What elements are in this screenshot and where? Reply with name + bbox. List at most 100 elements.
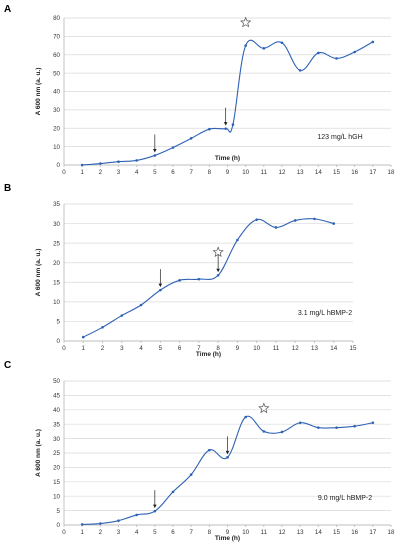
data-point [224, 127, 227, 130]
x-tick-label: 18 [388, 529, 395, 536]
arrow-head [153, 504, 157, 509]
x-tick-label: 10 [242, 529, 249, 536]
condition-annotation: 9.0 mg/L hBMP-2 [318, 495, 372, 502]
y-tick-label: 40 [53, 89, 60, 96]
x-tick-label: 15 [350, 345, 357, 352]
series-line [82, 415, 373, 525]
x-axis-label: Time (h) [196, 351, 221, 358]
data-point [178, 279, 181, 282]
y-tick-label: 35 [53, 201, 60, 208]
x-axis-label: Time (h) [215, 535, 240, 542]
data-point [371, 40, 375, 44]
x-tick-label: 9 [226, 169, 230, 176]
x-tick-label: 11 [261, 169, 268, 176]
y-tick-label: 20 [53, 125, 60, 132]
x-tick-label: 9 [226, 529, 230, 536]
data-point [255, 218, 258, 221]
x-tick-label: 12 [279, 529, 286, 536]
data-point [135, 159, 138, 162]
data-point [226, 456, 229, 459]
panel-letter: B [4, 183, 11, 194]
y-tick-label: 5 [57, 319, 61, 326]
data-point [208, 448, 211, 452]
data-point [262, 47, 266, 50]
y-tick-label: 15 [53, 279, 60, 286]
x-tick-label: 15 [333, 529, 340, 536]
y-tick-label: 30 [53, 221, 60, 228]
star-marker [258, 402, 270, 414]
x-tick-label: 6 [171, 169, 175, 176]
x-tick-label: 5 [153, 529, 157, 536]
x-tick-label: 8 [216, 345, 220, 352]
x-tick-label: 9 [236, 345, 240, 352]
x-tick-label: 13 [297, 169, 304, 176]
series-line [83, 218, 334, 338]
y-tick-label: 35 [53, 421, 60, 428]
data-point [153, 509, 157, 513]
data-point [298, 421, 302, 425]
x-tick-label: 1 [82, 345, 86, 352]
y-tick-label: 80 [53, 15, 60, 22]
data-point [189, 473, 193, 476]
x-tick-label: 7 [189, 529, 193, 536]
data-point [216, 273, 220, 277]
x-tick-label: 6 [171, 529, 175, 536]
x-tick-label: 16 [351, 169, 358, 176]
y-tick-label: 10 [53, 493, 60, 500]
data-point [80, 163, 84, 167]
x-tick-label: 14 [330, 345, 337, 352]
x-tick-label: 2 [99, 169, 103, 176]
x-tick-label: 13 [311, 345, 318, 352]
star-marker [240, 16, 252, 28]
x-axis-label: Time (h) [215, 155, 240, 162]
x-tick-label: 1 [80, 529, 84, 536]
panel-letter: C [4, 360, 11, 371]
x-tick-label: 10 [253, 345, 260, 352]
x-tick-label: 4 [139, 345, 143, 352]
x-tick-label: 13 [297, 529, 304, 536]
y-axis-label: A 600 nm (a. u.) [35, 68, 42, 116]
x-tick-label: 8 [208, 169, 212, 176]
x-tick-label: 4 [135, 169, 139, 176]
data-point [153, 154, 157, 157]
x-tick-label: 14 [315, 169, 322, 176]
x-tick-label: 0 [62, 529, 66, 536]
panel-letter: A [4, 4, 11, 15]
data-point [117, 160, 120, 163]
data-point [159, 288, 162, 292]
data-point [244, 415, 247, 419]
condition-annotation: 3.1 mg/L hBMP-2 [298, 310, 352, 317]
x-tick-label: 2 [101, 345, 105, 352]
y-tick-label: 20 [53, 260, 60, 267]
y-tick-label: 30 [53, 107, 60, 114]
x-tick-label: 0 [62, 169, 66, 176]
data-point [99, 522, 102, 525]
condition-annotation: 123 mg/L hGH [317, 134, 362, 141]
x-tick-label: 11 [273, 345, 280, 352]
x-tick-label: 6 [178, 345, 182, 352]
data-point [317, 51, 320, 55]
data-point [171, 490, 175, 494]
x-tick-label: 17 [369, 529, 376, 536]
data-point [313, 217, 316, 221]
y-tick-label: 70 [53, 34, 60, 41]
y-tick-label: 25 [53, 240, 60, 247]
y-tick-label: 45 [53, 393, 60, 400]
data-point [80, 523, 84, 526]
data-point [280, 41, 284, 45]
arrow-head [153, 148, 157, 153]
data-point [353, 424, 356, 428]
data-point [335, 426, 338, 429]
y-tick-label: 15 [53, 479, 60, 486]
x-tick-label: 7 [189, 169, 193, 176]
data-point [189, 137, 193, 140]
data-point [353, 50, 356, 54]
data-point [236, 238, 239, 242]
data-point [293, 219, 297, 222]
data-point [280, 430, 284, 434]
y-tick-label: 0 [57, 522, 61, 529]
x-tick-label: 14 [315, 529, 322, 536]
x-tick-label: 10 [242, 169, 249, 176]
data-point [208, 127, 211, 131]
